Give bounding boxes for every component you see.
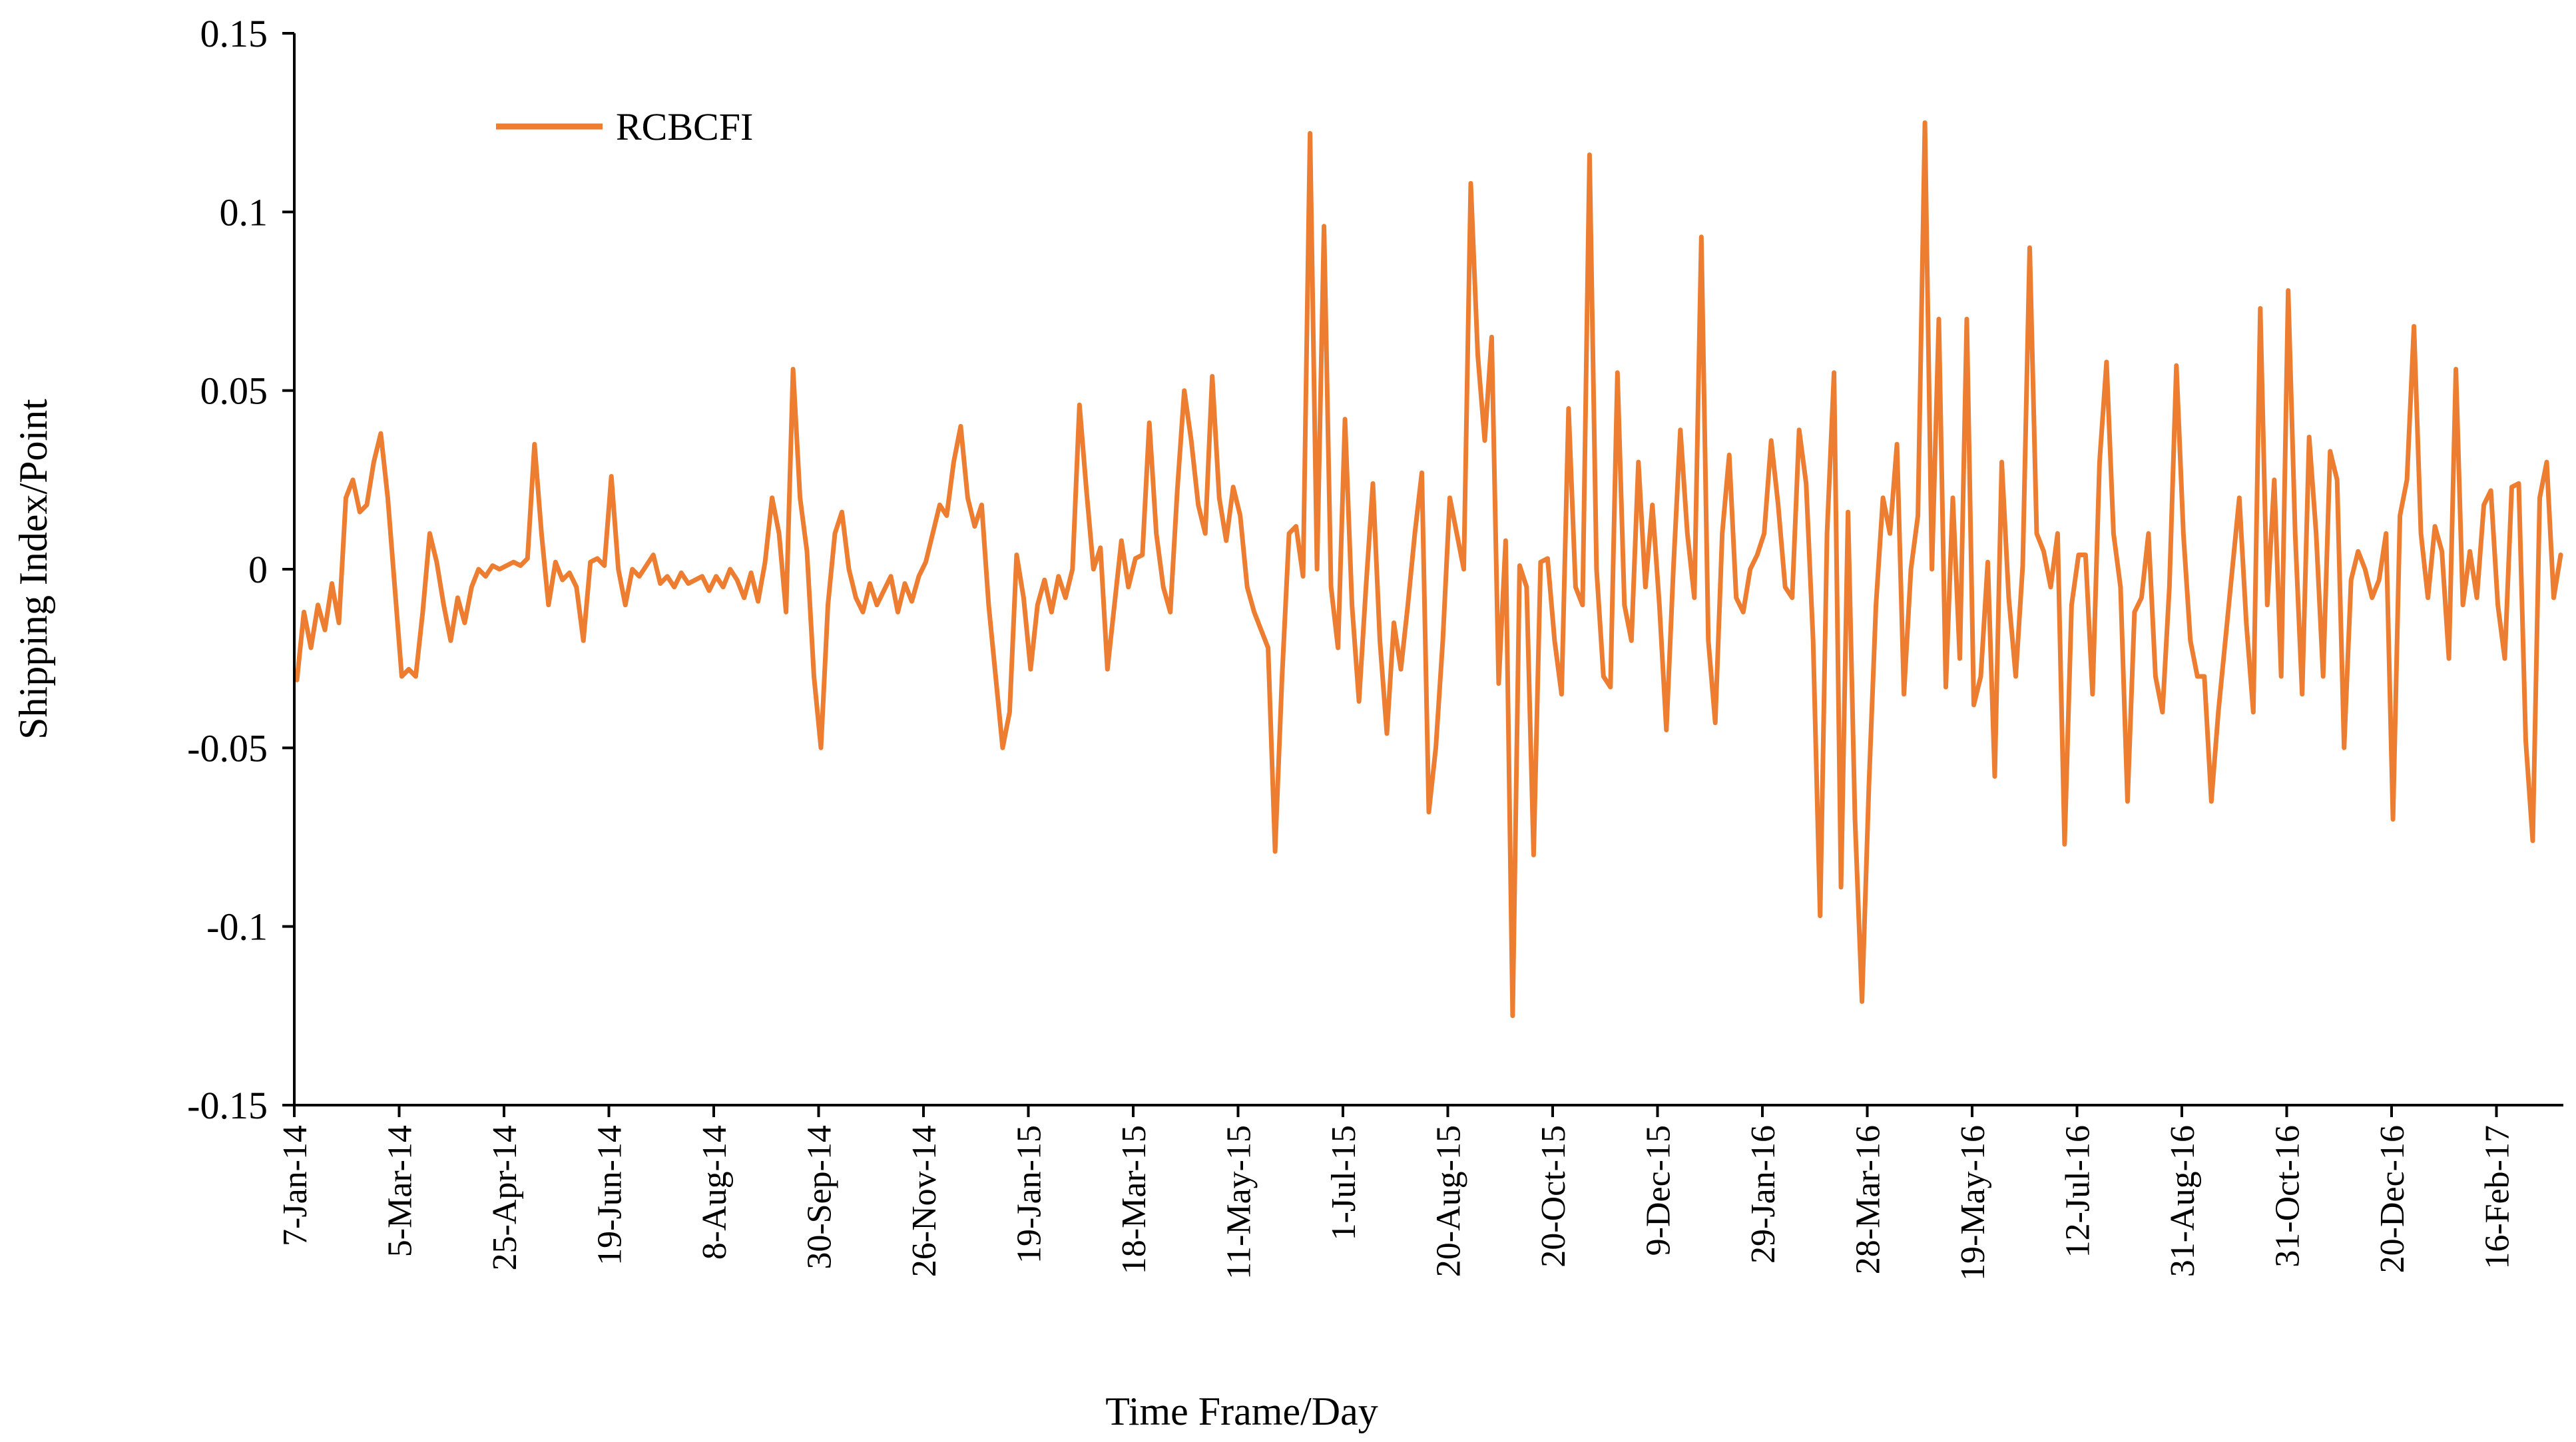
x-tick-label: 5-Mar-14 xyxy=(382,1125,419,1257)
y-tick-label: 0.1 xyxy=(220,190,268,234)
x-tick-label: 9-Dec-15 xyxy=(1640,1125,1678,1256)
x-tick-label: 1-Jul-15 xyxy=(1325,1125,1363,1240)
y-tick-label: -0.15 xyxy=(187,1084,268,1127)
x-tick-label: 31-Oct-16 xyxy=(2269,1125,2307,1268)
x-axis-title: Time Frame/Day xyxy=(1105,1389,1378,1433)
legend-label-rcbcfi: RCBCFI xyxy=(616,105,753,148)
x-tick-label: 20-Aug-15 xyxy=(1430,1125,1468,1277)
x-tick-label: 20-Dec-16 xyxy=(2374,1125,2412,1273)
x-tick-label: 30-Sep-14 xyxy=(801,1125,839,1270)
y-tick-label: -0.1 xyxy=(206,905,268,949)
x-tick-label: 28-Mar-16 xyxy=(1850,1125,1888,1274)
x-tick-label: 26-Nov-14 xyxy=(905,1125,943,1277)
x-tick-label: 18-Mar-15 xyxy=(1115,1125,1153,1274)
y-tick-label: -0.05 xyxy=(187,726,268,770)
x-axis-ticks: 7-Jan-14 5-Mar-14 25-Apr-14 19-Jun-14 8-Aug-… xyxy=(276,1105,2517,1281)
series-line-rcbcfi xyxy=(294,120,2563,1019)
x-tick-label: 8-Aug-14 xyxy=(696,1125,734,1260)
x-tick-label: 16-Feb-17 xyxy=(2479,1125,2517,1270)
x-tick-label: 25-Apr-14 xyxy=(486,1125,524,1270)
legend: RCBCFI xyxy=(496,105,753,148)
y-tick-label: 0.05 xyxy=(200,369,268,413)
x-tick-label: 11-May-15 xyxy=(1220,1125,1258,1280)
x-tick-label: 29-Jan-16 xyxy=(1744,1125,1782,1264)
x-tick-label: 19-Jun-14 xyxy=(591,1125,629,1266)
x-tick-label: 12-Jul-16 xyxy=(2059,1125,2097,1258)
y-tick-label: 0.15 xyxy=(200,12,268,55)
y-axis-ticks: 0.15 0.1 0.05 0 -0.05 -0.1 -0.15 xyxy=(187,12,294,1127)
x-tick-label: 31-Aug-16 xyxy=(2164,1125,2202,1277)
x-tick-label: 19-May-16 xyxy=(1954,1125,1992,1281)
x-tick-label: 20-Oct-15 xyxy=(1535,1125,1573,1268)
y-axis-title: Shipping Index/Point xyxy=(11,399,55,740)
x-tick-label: 19-Jan-15 xyxy=(1011,1125,1049,1264)
x-tick-label: 7-Jan-14 xyxy=(276,1125,314,1246)
y-tick-label: 0 xyxy=(248,548,268,591)
